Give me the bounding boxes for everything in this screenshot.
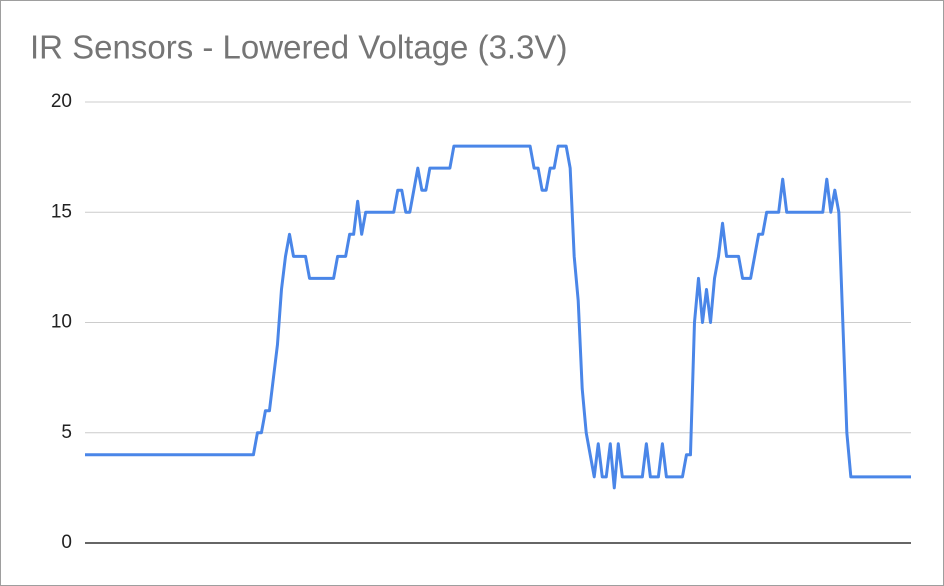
y-tick-label: 5 bbox=[61, 422, 72, 443]
y-tick-label: 10 bbox=[51, 312, 72, 333]
line-series bbox=[85, 144, 911, 490]
y-tick-label: 15 bbox=[51, 201, 72, 222]
y-tick-label: 0 bbox=[61, 532, 72, 553]
y-tick-label: 20 bbox=[51, 91, 72, 112]
chart-title: IR Sensors - Lowered Voltage (3.3V) bbox=[30, 29, 567, 66]
